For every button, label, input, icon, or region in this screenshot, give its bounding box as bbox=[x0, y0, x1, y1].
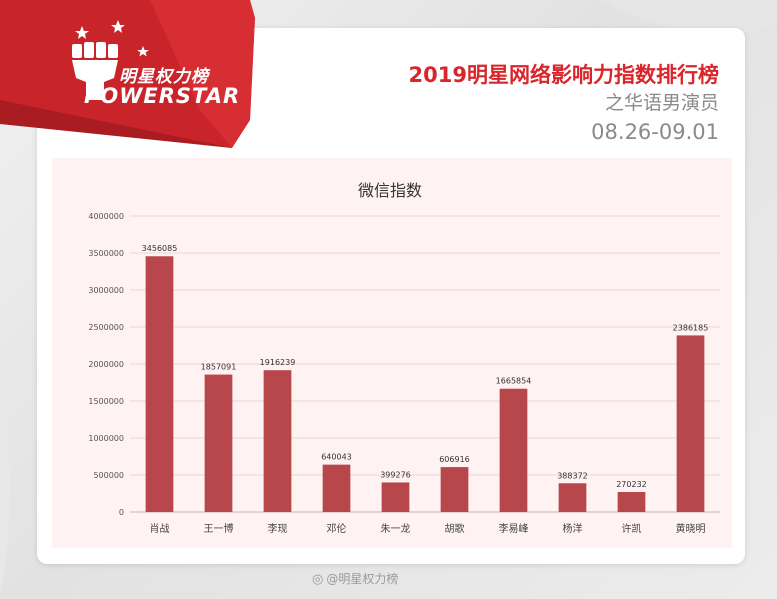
x-tick-label: 李易峰 bbox=[499, 522, 529, 535]
x-tick-label: 黄晓明 bbox=[676, 522, 706, 535]
y-tick-label: 500000 bbox=[93, 471, 124, 480]
data-label: 399276 bbox=[380, 470, 411, 479]
chart-title: 微信指数 bbox=[358, 181, 422, 200]
x-tick-label: 朱一龙 bbox=[381, 522, 411, 535]
bar bbox=[441, 467, 469, 512]
page-subtitle: 之华语男演员 bbox=[409, 88, 719, 118]
data-label: 606916 bbox=[439, 455, 470, 464]
y-tick-label: 2000000 bbox=[88, 360, 124, 369]
y-tick-label: 3000000 bbox=[88, 286, 124, 295]
bar bbox=[205, 375, 233, 512]
data-label: 388372 bbox=[557, 471, 588, 480]
bar bbox=[146, 256, 174, 512]
y-tick-label: 4000000 bbox=[88, 212, 124, 221]
bar bbox=[618, 492, 646, 512]
data-label: 1665854 bbox=[496, 377, 532, 386]
y-tick-label: 0 bbox=[119, 508, 124, 517]
x-tick-label: 胡歌 bbox=[445, 522, 465, 535]
bar bbox=[500, 389, 528, 512]
x-tick-label: 肖战 bbox=[150, 522, 170, 535]
data-label: 640043 bbox=[321, 453, 352, 462]
bar-chart: 微信指数 0 500000 1000000 1500000 2000000 2500000… bbox=[52, 158, 732, 548]
x-tick-label: 邓伦 bbox=[327, 522, 347, 535]
data-label: 1857091 bbox=[201, 363, 237, 372]
bar bbox=[382, 482, 410, 512]
header: 2019明星网络影响力指数排行榜 之华语男演员 08.26-09.01 bbox=[409, 62, 719, 146]
data-label: 1916239 bbox=[260, 358, 296, 367]
y-tick-label: 1500000 bbox=[88, 397, 124, 406]
logo-en-text: POWERSTAR bbox=[84, 84, 240, 108]
x-tick-label: 杨洋 bbox=[563, 522, 583, 535]
bar bbox=[264, 370, 292, 512]
y-tick-label: 2500000 bbox=[88, 323, 124, 332]
bar bbox=[323, 465, 351, 512]
x-tick-label: 王一博 bbox=[204, 522, 234, 535]
x-tick-label: 李现 bbox=[268, 522, 288, 535]
bar bbox=[559, 483, 587, 512]
data-label: 3456085 bbox=[142, 244, 178, 253]
data-label: 270232 bbox=[616, 480, 647, 489]
weibo-icon: ◎ bbox=[312, 572, 323, 587]
date-range: 08.26-09.01 bbox=[409, 118, 719, 146]
y-tick-label: 1000000 bbox=[88, 434, 124, 443]
x-tick-label: 许凯 bbox=[622, 522, 642, 535]
watermark-text: @明星权力榜 bbox=[326, 572, 398, 586]
y-tick-label: 3500000 bbox=[88, 249, 124, 258]
watermark: ◎@明星权力榜 bbox=[312, 570, 398, 587]
bar bbox=[677, 335, 705, 512]
data-label: 2386185 bbox=[673, 323, 709, 332]
page-title: 2019明星网络影响力指数排行榜 bbox=[409, 62, 719, 88]
